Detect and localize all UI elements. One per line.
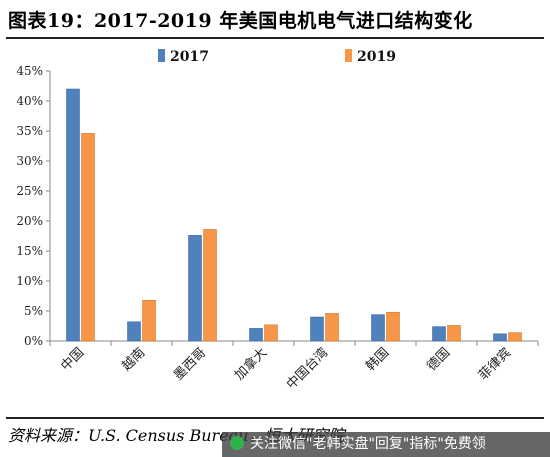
bar-2017-1 [127,321,141,342]
legend-swatch-2019 [345,49,352,62]
y-tick-label: 25% [16,184,43,198]
title-rule [6,37,544,39]
bars [66,88,522,342]
chart-title: 图表19：2017-2019 年美国电机电气进口结构变化 [8,10,473,32]
x-tick-label: 越南 [119,345,149,375]
x-tick-label: 韩国 [363,345,392,374]
bar-2019-7 [508,332,522,342]
y-tick-label: 10% [16,274,43,288]
x-tick-label: 德国 [424,345,453,374]
watermark-text: 关注微信"老韩实盘"回复"指标"免费领 [250,436,486,452]
bar-2017-7 [493,333,507,342]
x-axis: 中国 越南 墨西哥 加拿大 中国台湾 韩国 德国 菲律宾 [49,340,539,393]
legend-label-2019: 2019 [357,49,396,65]
bar-2017-3 [249,328,263,342]
y-tick-label: 5% [24,304,43,318]
bar-2019-3 [264,324,278,342]
y-tick-label: 35% [16,124,43,138]
bar-2017-5 [371,314,385,342]
bar-2019-2 [203,229,217,342]
y-tick-label: 45% [16,64,43,78]
y-tick-label: 0% [24,334,43,348]
y-tick-label: 20% [16,214,43,228]
wechat-icon [230,436,244,450]
x-tick-label: 墨西哥 [171,345,209,383]
y-tick-label: 40% [16,94,43,108]
bar-chart: 2017 2019 0% 5% 10% 15% 20% 25% 30% 35% 40% 45% 中国… [16,49,539,393]
source-rule [6,417,544,419]
bar-2019-5 [386,311,400,342]
x-tick-label: 中国台湾 [283,345,331,393]
bar-2019-1 [142,299,156,342]
x-tick-label: 加拿大 [231,345,270,384]
bar-2017-2 [188,235,202,342]
legend-label-2017: 2017 [170,49,209,65]
bar-2017-4 [310,316,324,342]
bar-2019-0 [81,133,95,342]
bar-2019-4 [325,313,339,342]
legend-swatch-2017 [158,49,165,62]
x-tick-label: 菲律宾 [475,345,514,384]
bar-2019-6 [447,325,461,342]
y-tick-label: 15% [16,244,43,258]
wechat-watermark: 关注微信"老韩实盘"回复"指标"免费领 [222,432,550,457]
bar-2017-6 [432,326,446,342]
bar-2017-0 [66,88,80,342]
legend: 2017 2019 [158,49,396,65]
y-tick-label: 30% [16,154,43,168]
y-axis: 0% 5% 10% 15% 20% 25% 30% 35% 40% 45% [16,64,51,348]
x-tick-label: 中国 [58,345,87,374]
